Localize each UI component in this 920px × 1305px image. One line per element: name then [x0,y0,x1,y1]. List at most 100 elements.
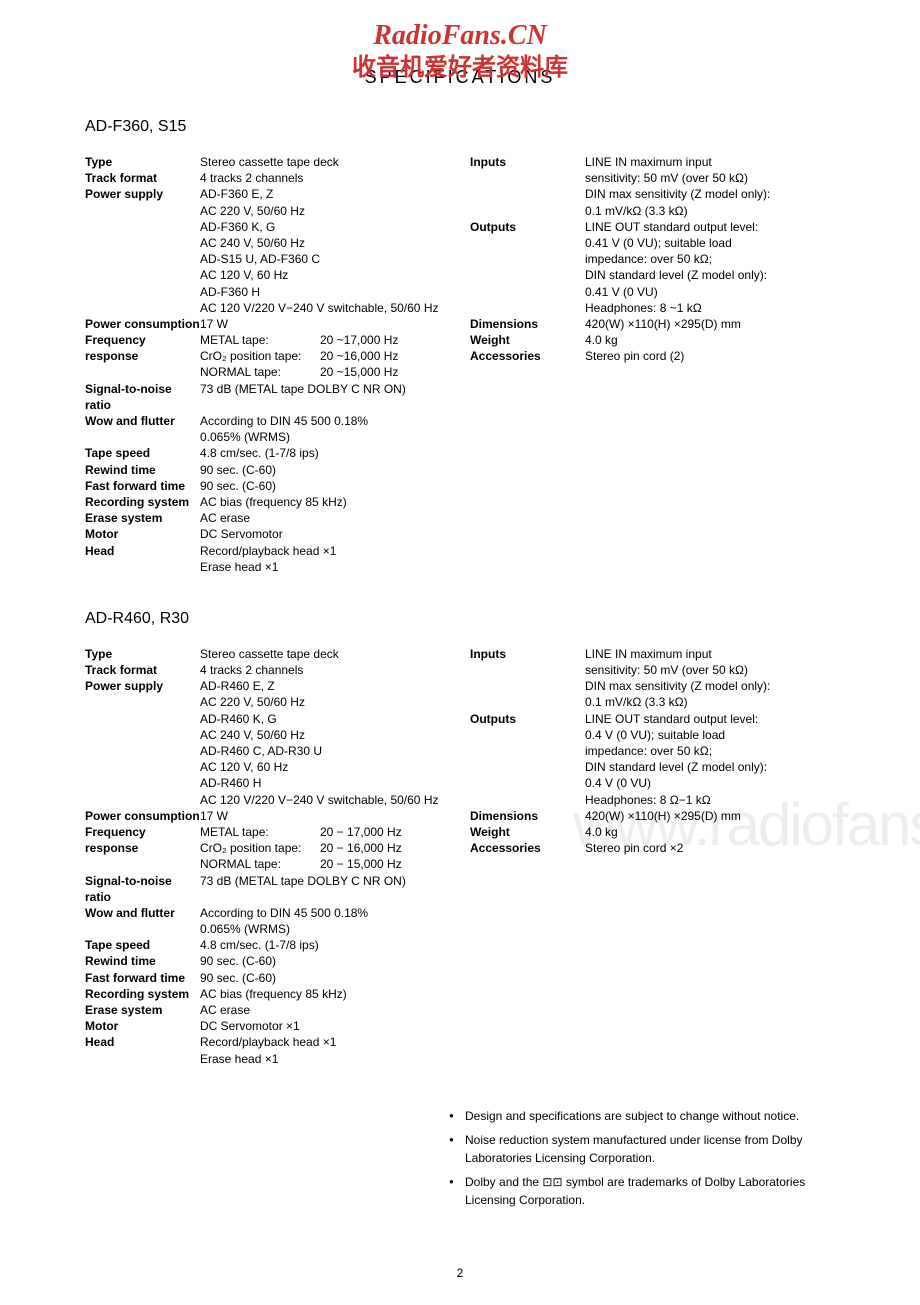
freq-value: METAL tape:20 − 17,000 Hz CrO₂ position … [200,824,450,873]
freq-cro2-value: 20 − 16,000 Hz [320,840,402,856]
rewind-label: Rewind time [85,953,200,969]
note-item: Noise reduction system manufactured unde… [445,1131,835,1167]
ps-line: AC 220 V, 50/60 Hz [200,694,450,710]
input-line: 0.1 mV/kΩ (3.3 kΩ) [585,694,835,710]
output-line: 0.41 V (0 VU); suitable load [585,235,835,251]
ps-line: AC 120 V/220 V−240 V switchable, 50/60 H… [200,792,450,808]
input-line: LINE IN maximum input [585,154,835,170]
tape-speed-value: 4.8 cm/sec. (1-7/8 ips) [200,445,450,461]
motor-value: DC Servomotor [200,526,450,542]
note-item: Dolby and the ⊡⊡ symbol are trademarks o… [445,1173,835,1209]
outputs-value: LINE OUT standard output level: 0.4 V (0… [585,711,835,808]
model1-title: AD-F360, S15 [85,118,835,136]
dims-label: Dimensions [470,808,585,824]
output-line: LINE OUT standard output level: [585,219,835,235]
ff-label: Fast forward time [85,478,200,494]
model1-right-column: Inputs LINE IN maximum input sensitivity… [470,154,835,575]
type-value: Stereo cassette tape deck [200,154,450,170]
rec-sys-value: AC bias (frequency 85 kHz) [200,986,450,1002]
ff-value: 90 sec. (C-60) [200,478,450,494]
snr-label: Signal-to-noise ratio [85,873,200,905]
tape-speed-label: Tape speed [85,937,200,953]
head-value: Record/playback head ×1 Erase head ×1 [200,1034,450,1066]
motor-label: Motor [85,1018,200,1034]
type-label: Type [85,154,200,170]
wow-line: 0.065% (WRMS) [200,429,450,445]
ps-line: AD-F360 H [200,284,450,300]
output-line: 0.41 V (0 VU) [585,284,835,300]
input-line: sensitivity: 50 mV (over 50 kΩ) [585,662,835,678]
power-supply-label: Power supply [85,678,200,808]
page-number: 2 [457,1266,464,1280]
wow-label: Wow and flutter [85,413,200,445]
snr-label: Signal-to-noise ratio [85,381,200,413]
head-line: Record/playback head ×1 [200,543,450,559]
freq-label: Frequency response [85,332,200,381]
acc-value: Stereo pin cord (2) [585,348,835,364]
acc-value: Stereo pin cord ×2 [585,840,835,856]
tape-speed-label: Tape speed [85,445,200,461]
model2-right-column: Inputs LINE IN maximum input sensitivity… [470,646,835,1067]
freq-label: Frequency response [85,824,200,873]
ps-line: AD-R460 H [200,775,450,791]
outputs-label: Outputs [470,711,585,808]
notes-section: Design and specifications are subject to… [445,1107,835,1209]
inputs-value: LINE IN maximum input sensitivity: 50 mV… [585,646,835,711]
ps-line: AD-R460 E, Z [200,678,450,694]
type-label: Type [85,646,200,662]
erase-label: Erase system [85,1002,200,1018]
model1-left-column: TypeStereo cassette tape deck Track form… [85,154,450,575]
freq-metal-value: 20 ~17,000 Hz [320,332,398,348]
ps-line: AD-R460 K, G [200,711,450,727]
power-cons-value: 17 W [200,316,450,332]
inputs-label: Inputs [470,154,585,219]
output-line: impedance: over 50 kΩ; [585,743,835,759]
ps-line: AD-S15 U, AD-F360 C [200,251,450,267]
rec-sys-value: AC bias (frequency 85 kHz) [200,494,450,510]
output-line: 0.4 V (0 VU); suitable load [585,727,835,743]
weight-value: 4.0 kg [585,332,835,348]
input-line: LINE IN maximum input [585,646,835,662]
output-line: LINE OUT standard output level: [585,711,835,727]
head-line: Record/playback head ×1 [200,1034,450,1050]
power-supply-value: AD-F360 E, Z AC 220 V, 50/60 Hz AD-F360 … [200,186,450,316]
freq-metal-label: METAL tape: [200,824,320,840]
head-line: Erase head ×1 [200,559,450,575]
outputs-value: LINE OUT standard output level: 0.41 V (… [585,219,835,316]
wow-line: 0.065% (WRMS) [200,921,450,937]
ps-line: AD-F360 E, Z [200,186,450,202]
input-line: DIN max sensitivity (Z model only): [585,678,835,694]
output-line: Headphones: 8 Ω−1 kΩ [585,792,835,808]
ps-line: AC 120 V/220 V−240 V switchable, 50/60 H… [200,300,450,316]
input-line: 0.1 mV/kΩ (3.3 kΩ) [585,203,835,219]
wow-value: According to DIN 45 500 0.18% 0.065% (WR… [200,905,450,937]
freq-normal-label: NORMAL tape: [200,364,320,380]
model2-title: AD-R460, R30 [85,610,835,628]
motor-value: DC Servomotor ×1 [200,1018,450,1034]
model2-specs: TypeStereo cassette tape deck Track form… [85,646,835,1067]
wow-value: According to DIN 45 500 0.18% 0.065% (WR… [200,413,450,445]
track-value: 4 tracks 2 channels [200,662,450,678]
ff-label: Fast forward time [85,970,200,986]
erase-label: Erase system [85,510,200,526]
freq-normal-value: 20 ~15,000 Hz [320,364,398,380]
power-supply-value: AD-R460 E, Z AC 220 V, 50/60 Hz AD-R460 … [200,678,450,808]
freq-cro2-label: CrO₂ position tape: [200,840,320,856]
power-cons-label: Power consumption [85,316,200,332]
rewind-value: 90 sec. (C-60) [200,462,450,478]
rec-sys-label: Recording system [85,494,200,510]
type-value: Stereo cassette tape deck [200,646,450,662]
model1-specs: TypeStereo cassette tape deck Track form… [85,154,835,575]
weight-label: Weight [470,332,585,348]
weight-label: Weight [470,824,585,840]
ps-line: AD-F360 K, G [200,219,450,235]
power-cons-label: Power consumption [85,808,200,824]
erase-value: AC erase [200,510,450,526]
ps-line: AC 240 V, 50/60 Hz [200,235,450,251]
rec-sys-label: Recording system [85,986,200,1002]
outputs-label: Outputs [470,219,585,316]
head-line: Erase head ×1 [200,1051,450,1067]
track-value: 4 tracks 2 channels [200,170,450,186]
track-label: Track format [85,170,200,186]
ps-line: AC 120 V, 60 Hz [200,759,450,775]
